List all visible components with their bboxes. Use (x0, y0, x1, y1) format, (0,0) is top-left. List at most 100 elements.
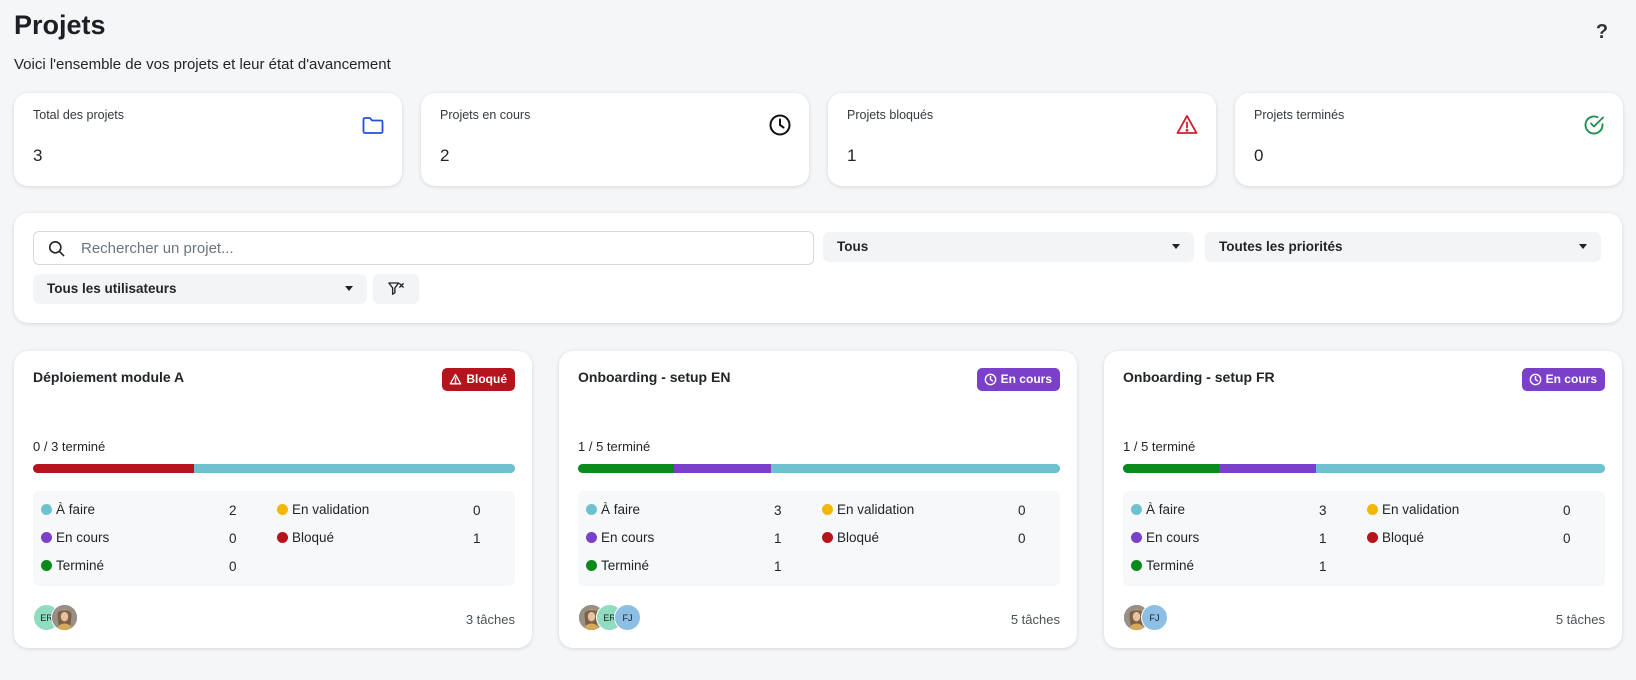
in-progress-dot-icon (41, 532, 52, 543)
assignee-avatars: ER (33, 604, 78, 632)
status-label: À faire (56, 502, 96, 517)
avatar[interactable] (51, 604, 78, 631)
stat-card-total: Total des projets 3 (14, 93, 402, 186)
status-label: À faire (601, 502, 641, 517)
page-title: Projets (14, 10, 106, 40)
stat-label: Total des projets (33, 108, 125, 122)
status-breakdown: À faire 2 En cours 0 Terminé 0 En valida… (33, 491, 515, 586)
status-filter-select[interactable]: Tous (823, 232, 1194, 262)
status-badge: En cours (976, 368, 1060, 391)
status-badge-label: Bloqué (466, 372, 507, 386)
project-title[interactable]: Déploiement module A (33, 369, 185, 385)
status-count: 1 (1319, 559, 1327, 574)
chevron-down-icon (1172, 244, 1180, 249)
status-validation: En validation (822, 502, 914, 517)
clock-icon (769, 114, 791, 136)
status-todo: À faire (41, 502, 95, 517)
progress-text: 0 / 3 terminé (33, 439, 106, 454)
done-dot-icon (41, 560, 52, 571)
page-subtitle: Voici l'ensemble de vos projets et leur … (14, 56, 391, 73)
status-blocked: Bloqué (277, 530, 334, 545)
status-badge: Bloqué (442, 368, 515, 391)
status-badge: En cours (1521, 368, 1605, 391)
status-label: Terminé (601, 558, 650, 573)
stat-value: 0 (1254, 146, 1264, 165)
status-badge-label: En cours (1000, 372, 1052, 386)
project-title[interactable]: Onboarding - setup FR (1123, 369, 1275, 385)
status-count: 0 (229, 531, 237, 546)
validation-dot-icon (1367, 504, 1378, 515)
status-validation: En validation (277, 502, 369, 517)
blocked-dot-icon (277, 532, 288, 543)
progress-segment-blocked (33, 464, 194, 473)
status-label: En validation (292, 502, 370, 517)
clear-filters-button[interactable] (373, 274, 419, 304)
progress-bar (33, 464, 515, 473)
status-done: Terminé (41, 558, 104, 573)
todo-dot-icon (1131, 504, 1142, 515)
status-label: En cours (601, 530, 655, 545)
avatar[interactable] (1123, 604, 1150, 631)
progress-segment-todo (770, 464, 1060, 473)
status-breakdown: À faire 3 En cours 1 Terminé 1 En valida… (578, 491, 1060, 586)
search-icon (48, 240, 65, 257)
progress-segment-in-progress (1219, 464, 1316, 473)
project-card[interactable]: Onboarding - setup FR En cours 1 / 5 ter… (1104, 351, 1622, 648)
status-count: 0 (1563, 531, 1571, 546)
avatar[interactable]: FJ (614, 604, 641, 631)
avatar[interactable]: FJ (1141, 604, 1168, 631)
stat-value: 3 (33, 146, 43, 165)
progress-text: 1 / 5 terminé (1123, 439, 1196, 454)
stat-value: 2 (440, 146, 450, 165)
status-label: Terminé (56, 558, 105, 573)
status-count: 0 (1563, 503, 1571, 518)
done-dot-icon (586, 560, 597, 571)
project-title[interactable]: Onboarding - setup EN (578, 369, 731, 385)
in-progress-dot-icon (1131, 532, 1142, 543)
progress-bar (578, 464, 1060, 473)
status-count: 1 (774, 531, 782, 546)
progress-segment-done (1123, 464, 1220, 473)
status-blocked: Bloqué (822, 530, 879, 545)
priority-filter-select[interactable]: Toutes les priorités (1205, 232, 1601, 262)
validation-dot-icon (822, 504, 833, 515)
done-dot-icon (1131, 560, 1142, 571)
user-filter-value: Tous les utilisateurs (47, 281, 177, 296)
status-count: 1 (473, 531, 481, 546)
status-count: 0 (473, 503, 481, 518)
priority-filter-value: Toutes les priorités (1219, 239, 1343, 254)
stat-label: Projets en cours (440, 108, 531, 122)
search-input[interactable] (81, 233, 801, 263)
status-count: 0 (1018, 531, 1026, 546)
task-count: 5 tâches (1010, 612, 1060, 627)
status-label: En cours (56, 530, 110, 545)
status-count: 3 (1319, 503, 1327, 518)
filter-clear-icon (388, 282, 404, 295)
project-card[interactable]: Déploiement module A Bloqué 0 / 3 termin… (14, 351, 532, 648)
stat-value: 1 (847, 146, 857, 165)
stat-label: Projets terminés (1254, 108, 1345, 122)
blocked-dot-icon (1367, 532, 1378, 543)
todo-dot-icon (41, 504, 52, 515)
task-count: 3 tâches (465, 612, 515, 627)
status-blocked: Bloqué (1367, 530, 1424, 545)
help-button[interactable]: ? (1588, 18, 1616, 46)
warning-icon (1176, 115, 1198, 134)
assignee-avatars: ER FJ (578, 604, 641, 632)
clock-icon (1529, 373, 1541, 386)
status-in-progress: En cours (41, 530, 109, 545)
status-label: Terminé (1146, 558, 1195, 573)
stats-row: Total des projets 3 Projets en cours 2 P… (14, 93, 1623, 186)
user-photo-icon (52, 605, 77, 630)
status-count: 3 (774, 503, 782, 518)
status-badge-label: En cours (1545, 372, 1597, 386)
status-todo: À faire (1131, 502, 1185, 517)
stat-card-blocked: Projets bloqués 1 (828, 93, 1216, 186)
stat-card-in-progress: Projets en cours 2 (421, 93, 809, 186)
blocked-dot-icon (822, 532, 833, 543)
user-filter-select[interactable]: Tous les utilisateurs (33, 274, 367, 304)
status-breakdown: À faire 3 En cours 1 Terminé 1 En valida… (1123, 491, 1605, 586)
status-todo: À faire (586, 502, 640, 517)
todo-dot-icon (586, 504, 597, 515)
project-card[interactable]: Onboarding - setup EN En cours 1 / 5 ter… (559, 351, 1077, 648)
